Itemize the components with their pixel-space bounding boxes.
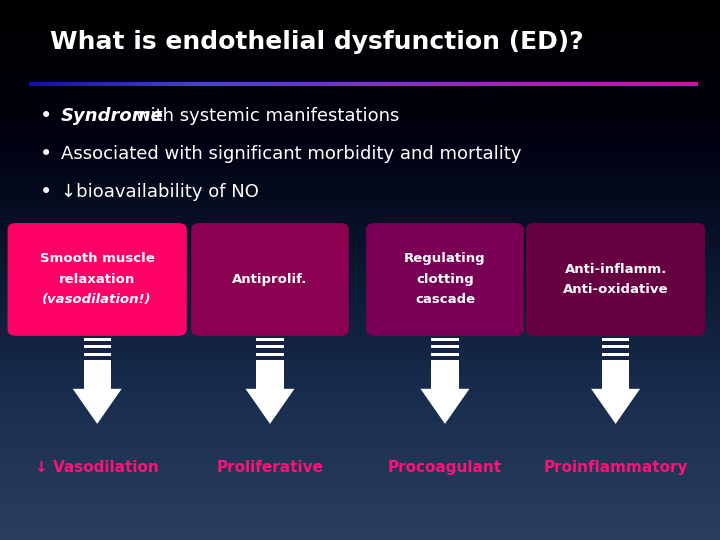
Text: Proliferative: Proliferative [217,460,323,475]
Text: Syndrome: Syndrome [61,107,164,125]
Polygon shape [246,389,294,424]
Bar [602,353,629,356]
Text: •: • [40,144,52,164]
Polygon shape [73,389,122,424]
Text: •: • [40,181,52,202]
Bar [431,353,459,356]
Text: relaxation: relaxation [59,273,135,286]
Text: Anti-oxidative: Anti-oxidative [563,283,668,296]
FancyBboxPatch shape [526,223,705,336]
Text: ↓ Vasodilation: ↓ Vasodilation [35,460,159,475]
Bar [431,338,459,341]
FancyBboxPatch shape [8,223,187,336]
Bar [256,345,284,348]
Text: Smooth muscle: Smooth muscle [40,252,155,266]
Bar [431,345,459,348]
Bar [84,345,111,348]
Bar [602,345,629,348]
Text: Anti-inflamm.: Anti-inflamm. [564,262,667,276]
Text: •: • [40,106,52,126]
Bar [256,338,284,341]
Text: ↓bioavailability of NO: ↓bioavailability of NO [61,183,259,201]
Bar [602,338,629,341]
Text: Regulating: Regulating [404,252,486,266]
Bar [256,353,284,356]
Text: with systemic manifestations: with systemic manifestations [130,107,400,125]
Text: cascade: cascade [415,293,475,307]
Text: Associated with significant morbidity and mortality: Associated with significant morbidity an… [61,145,522,163]
Bar [602,360,629,389]
Bar [84,360,111,389]
Text: Proinflammatory: Proinflammatory [544,460,688,475]
FancyBboxPatch shape [191,223,348,336]
Text: clotting: clotting [416,273,474,286]
Polygon shape [591,389,640,424]
Text: (vasodilation!): (vasodilation!) [42,293,152,307]
Bar [431,360,459,389]
Text: Procoagulant: Procoagulant [388,460,502,475]
Polygon shape [420,389,469,424]
Text: Antiprolif.: Antiprolif. [233,273,307,286]
Bar [84,353,111,356]
Bar [84,338,111,341]
Bar [256,360,284,389]
FancyBboxPatch shape [366,223,523,336]
Text: What is endothelial dysfunction (ED)?: What is endothelial dysfunction (ED)? [50,30,584,53]
